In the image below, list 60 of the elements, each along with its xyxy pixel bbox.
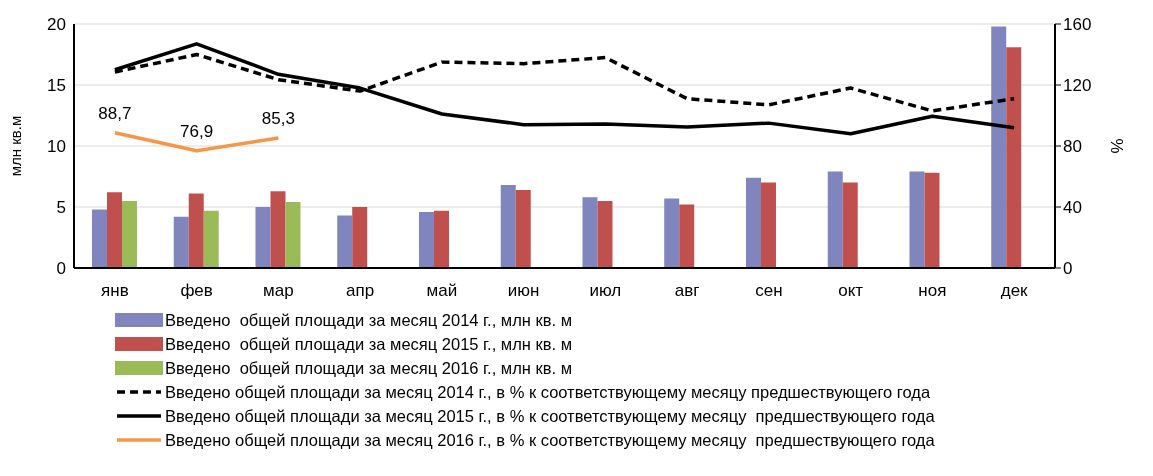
bar: [991, 26, 1007, 268]
y-tick-label: 5: [56, 198, 66, 218]
data-label: 85,3: [261, 108, 295, 128]
y2-tick-label: 120: [1063, 76, 1092, 96]
x-tick-label: мар: [263, 281, 294, 301]
y2-tick-label: 80: [1063, 137, 1082, 157]
bar: [203, 210, 219, 268]
data-label: 88,7: [98, 103, 132, 123]
y-tick-label: 10: [47, 137, 66, 157]
y-axis-title: млн кв.м: [7, 115, 25, 177]
y2-axis-title: %: [1108, 138, 1128, 154]
bar: [842, 182, 858, 268]
bar: [285, 202, 301, 268]
legend-label: Введено общей площади за месяц 2014 г., в % к соответствующему месяцу предшествующего года: [165, 382, 931, 403]
y-tick-label: 15: [47, 76, 66, 96]
bar: [760, 182, 776, 268]
bar: [418, 211, 434, 268]
bar: [106, 192, 122, 268]
y2-tick-label: 0: [1063, 259, 1073, 279]
bar: [500, 185, 516, 268]
bar: [582, 197, 598, 268]
x-tick-label: окт: [838, 281, 864, 301]
bar: [188, 193, 204, 268]
x-tick-label: ноя: [918, 281, 947, 301]
bar: [924, 172, 940, 268]
x-tick-label: июн: [507, 281, 540, 301]
bar: [679, 204, 695, 268]
x-tick-label: янв: [101, 281, 129, 301]
bar: [91, 209, 107, 268]
bar: [337, 215, 353, 268]
bar: [255, 207, 271, 268]
y2-tick-label: 40: [1063, 198, 1082, 218]
x-tick-label: сен: [755, 281, 783, 301]
bar: [433, 210, 449, 268]
y-tick-label: 20: [47, 15, 66, 35]
x-tick-label: май: [426, 281, 458, 301]
bar: [173, 216, 189, 268]
legend-label: Введено общей площади за месяц 2016 г., млн кв. м: [165, 358, 573, 379]
legend-label: Введено общей площади за месяц 2015 г., млн кв. м: [165, 334, 573, 355]
bar: [909, 171, 925, 268]
y-tick-label: 0: [56, 259, 66, 279]
x-tick-label: дек: [1000, 281, 1029, 301]
legend-label: Введено общей площади за месяц 2016 г., в % к соответствующему месяцу предшествующего года: [165, 430, 935, 451]
x-tick-label: июл: [589, 281, 622, 301]
bar: [1006, 47, 1022, 268]
bar: [597, 200, 613, 268]
bar: [745, 177, 761, 268]
bar: [121, 200, 137, 268]
bar: [664, 198, 680, 268]
bar: [515, 189, 531, 268]
legend-label: Введено общей площади за месяц 2015 г., в % к соответствующему месяцу предшествующего года: [165, 406, 935, 427]
bar: [352, 207, 368, 268]
x-tick-label: апр: [346, 281, 375, 301]
x-tick-label: фев: [180, 281, 213, 301]
data-label: 76,9: [180, 121, 214, 141]
x-tick-label: авг: [674, 281, 700, 301]
bar: [270, 191, 286, 268]
y2-tick-label: 160: [1063, 15, 1092, 35]
legend-label: Введено общей площади за месяц 2014 г., млн кв. м: [165, 310, 573, 331]
bar: [827, 171, 843, 268]
